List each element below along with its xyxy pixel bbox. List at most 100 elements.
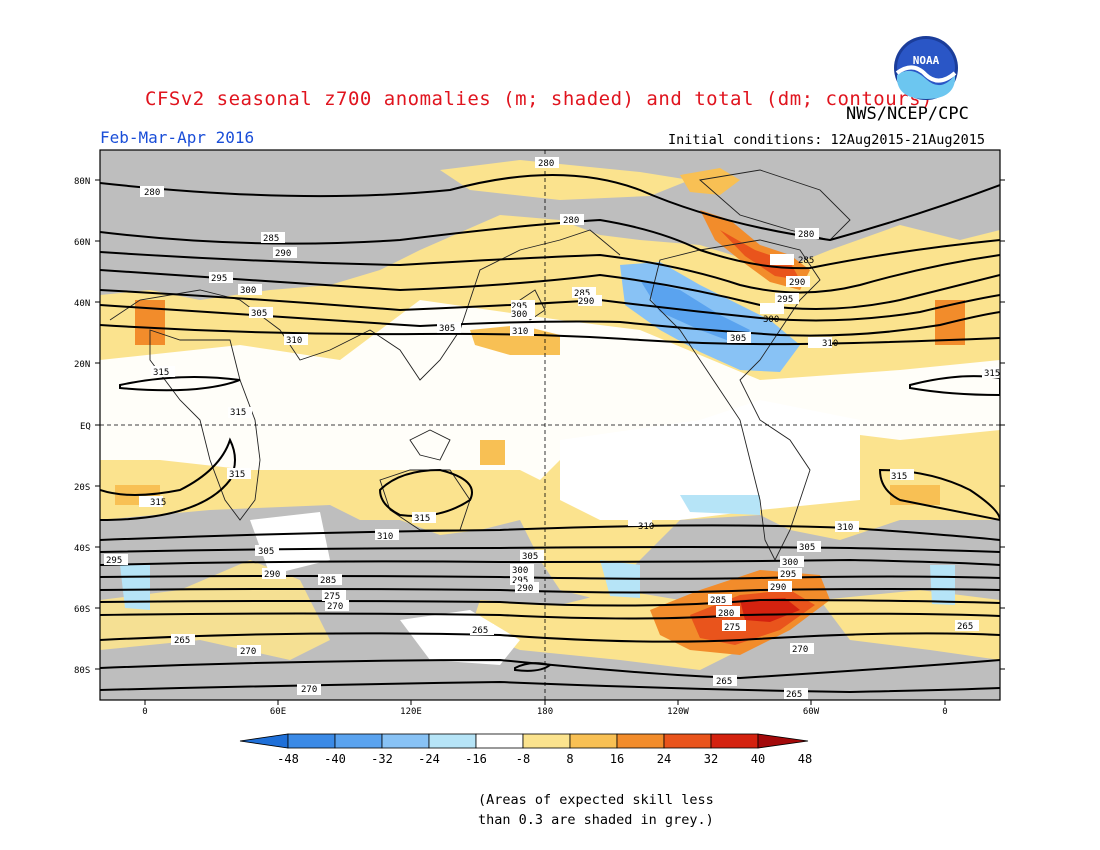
colorbar-swatch [334, 733, 383, 749]
colorbar-swatch [569, 733, 618, 749]
latitude-axis [95, 179, 1005, 670]
contour-label: 295 [512, 576, 528, 586]
contour-label: 310 [638, 522, 654, 532]
contour-label: 305 [799, 543, 815, 553]
contour-label: 310 [822, 339, 838, 349]
contour-label: 295 [511, 302, 527, 312]
contour-label: 295 [780, 570, 796, 580]
lat-label: 20N [74, 360, 90, 370]
contour-label: 315 [891, 472, 907, 482]
lon-label: 0 [942, 707, 947, 717]
contour-label: 265 [957, 622, 973, 632]
contour-label: 305 [522, 552, 538, 562]
lon-label: 120E [400, 707, 422, 717]
contour-label: 300 [763, 315, 779, 325]
contour-label: 285 [710, 596, 726, 606]
contour-label: 300 [511, 310, 527, 320]
contour-label: 290 [275, 249, 291, 259]
contour-label: 300 [240, 286, 256, 296]
lon-label: 0 [142, 707, 147, 717]
contour-label: 315 [229, 470, 245, 480]
colorbar-tick-label: -32 [371, 752, 393, 766]
contour-label: 300 [512, 566, 528, 576]
contour-label: 280 [144, 188, 160, 198]
contour-label: 280 [718, 609, 734, 619]
noaa-logo: NOAA [894, 36, 958, 100]
contour-label: 305 [730, 334, 746, 344]
agency-label: NWS/NCEP/CPC [846, 104, 969, 124]
colorbar-tick-label: -16 [465, 752, 487, 766]
colorbar-swatch [663, 733, 712, 749]
skill-note-line-1: (Areas of expected skill less [478, 792, 714, 808]
contour-label: 305 [258, 547, 274, 557]
lat-label: 20S [74, 483, 90, 493]
colorbar-swatch [616, 733, 665, 749]
contour-label: 280 [563, 216, 579, 226]
contour-label: 290 [264, 570, 280, 580]
colorbar: -48 -40 -32 -24 -16 -8 8 16 24 32 40 48 [239, 733, 812, 766]
colorbar-swatch [710, 733, 759, 749]
contour-label: 315 [153, 368, 169, 378]
season-label: Feb-Mar-Apr 2016 [100, 128, 255, 147]
colorbar-swatch [475, 733, 524, 749]
contour-label: 305 [439, 324, 455, 334]
lon-label: 180 [537, 707, 553, 717]
map-title: CFSv2 seasonal z700 anomalies (m; shaded… [145, 88, 933, 110]
contour-label: 275 [324, 592, 340, 602]
contour-label: 295 [106, 556, 122, 566]
skill-note: (Areas of expected skill less than 0.3 a… [478, 790, 714, 830]
contour-label: 290 [789, 278, 805, 288]
contour-label: 315 [414, 514, 430, 524]
contour-labels: 280 285 290 295 300 305 310 315 310 310 … [104, 157, 1000, 700]
contour-label: 265 [786, 690, 802, 700]
lon-label: 60W [803, 707, 820, 717]
colorbar-tick-label: -24 [418, 752, 440, 766]
lat-label: 60N [74, 238, 90, 248]
contour-label: 310 [377, 532, 393, 542]
noaa-logo-text: NOAA [913, 54, 940, 67]
contour-label: 270 [327, 602, 343, 612]
contour-label: 315 [230, 408, 246, 418]
colorbar-swatch [381, 733, 430, 749]
initial-conditions-label: Initial conditions: 12Aug2015-21Aug2015 [668, 132, 985, 148]
lon-label: 120W [667, 707, 689, 717]
contour-label: 305 [251, 309, 267, 319]
colorbar-swatch [287, 733, 336, 749]
contour-label: 315 [150, 498, 166, 508]
colorbar-tick-label: -40 [324, 752, 346, 766]
lat-label: 80N [74, 177, 90, 187]
lat-label: 80S [74, 666, 90, 676]
contour-label: 310 [837, 523, 853, 533]
colorbar-tick-label: 48 [798, 752, 812, 766]
lon-label: 60E [270, 707, 286, 717]
contour-label: 280 [538, 159, 554, 169]
contour-label: 310 [286, 336, 302, 346]
contour-label: 310 [512, 327, 528, 337]
contour-label: 265 [472, 626, 488, 636]
colorbar-swatch [522, 733, 571, 749]
contour-label: 265 [716, 677, 732, 687]
map-gridlines [100, 150, 1000, 700]
colorbar-swatch [428, 733, 477, 749]
contour-label: 285 [263, 234, 279, 244]
colorbar-tick-label: -48 [277, 752, 299, 766]
colorbar-tick-label: 40 [751, 752, 765, 766]
contour-label: 280 [798, 230, 814, 240]
lat-label: 40N [74, 299, 90, 309]
contour-label: 270 [240, 647, 256, 657]
contour-label: 290 [517, 584, 533, 594]
longitude-axis [144, 700, 946, 705]
contour-label: 290 [578, 297, 594, 307]
lat-label: 40S [74, 544, 90, 554]
skill-note-line-2: than 0.3 are shaded in grey.) [478, 812, 714, 828]
lat-label: EQ [80, 422, 91, 432]
colorbar-tick-label: -8 [516, 752, 530, 766]
colorbar-arrow-left [239, 733, 289, 749]
lat-label: 60S [74, 605, 90, 615]
contour-label: 270 [301, 685, 317, 695]
contour-label: 290 [770, 583, 786, 593]
colorbar-tick-label: 32 [704, 752, 718, 766]
contour-label: 285 [320, 576, 336, 586]
colorbar-tick-label: 16 [610, 752, 624, 766]
